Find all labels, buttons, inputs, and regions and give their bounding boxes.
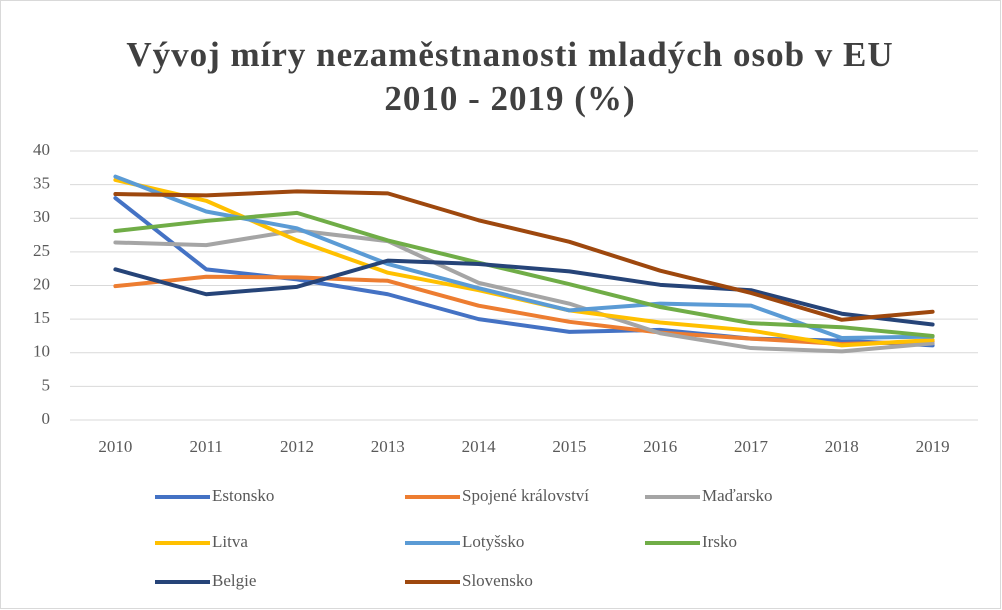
legend-label: Irsko xyxy=(702,532,737,551)
series-line xyxy=(113,189,935,322)
series-line xyxy=(113,228,935,354)
x-tick-label: 2015 xyxy=(552,437,586,456)
y-tick-label: 15 xyxy=(33,308,50,327)
y-tick-label: 0 xyxy=(42,409,51,428)
x-tick-label: 2013 xyxy=(371,437,405,456)
y-tick-label: 35 xyxy=(33,174,50,193)
legend-label: Slovensko xyxy=(462,571,533,590)
chart-title: Vývoj míry nezaměstnanosti mladých osob … xyxy=(126,35,893,74)
legend-label: Maďarsko xyxy=(702,486,772,505)
legend-label: Litva xyxy=(212,532,248,551)
x-tick-label: 2012 xyxy=(280,437,314,456)
x-tick-label: 2016 xyxy=(643,437,677,456)
x-tick-label: 2014 xyxy=(462,437,497,456)
chart-title: 2010 - 2019 (%) xyxy=(384,79,635,118)
series-line xyxy=(113,174,935,340)
y-tick-label: 20 xyxy=(33,274,50,293)
x-tick-label: 2010 xyxy=(98,437,132,456)
legend-label: Lotyšsko xyxy=(462,532,524,551)
x-tick-label: 2011 xyxy=(190,437,223,456)
y-tick-label: 40 xyxy=(33,140,50,159)
legend-label: Estonsko xyxy=(212,486,274,505)
x-tick-label: 2017 xyxy=(734,437,769,456)
y-tick-label: 10 xyxy=(33,342,50,361)
series-line xyxy=(113,258,935,327)
x-tick-label: 2018 xyxy=(825,437,859,456)
y-tick-label: 25 xyxy=(33,241,50,260)
series-line xyxy=(113,274,935,347)
series-line xyxy=(113,210,935,338)
legend-label: Spojené království xyxy=(462,486,589,505)
legend-label: Belgie xyxy=(212,571,256,590)
y-tick-label: 5 xyxy=(42,375,51,394)
x-tick-label: 2019 xyxy=(916,437,950,456)
y-tick-label: 30 xyxy=(33,207,50,226)
